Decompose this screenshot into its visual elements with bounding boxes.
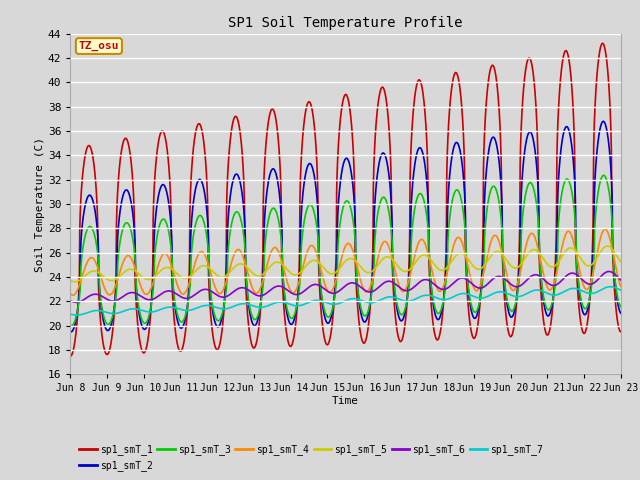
X-axis label: Time: Time — [332, 396, 359, 406]
Text: TZ_osu: TZ_osu — [79, 41, 119, 51]
Title: SP1 Soil Temperature Profile: SP1 Soil Temperature Profile — [228, 16, 463, 30]
Legend: sp1_smT_1, sp1_smT_2, sp1_smT_3, sp1_smT_4, sp1_smT_5, sp1_smT_6, sp1_smT_7: sp1_smT_1, sp1_smT_2, sp1_smT_3, sp1_smT… — [76, 441, 547, 475]
Y-axis label: Soil Temperature (C): Soil Temperature (C) — [35, 136, 45, 272]
